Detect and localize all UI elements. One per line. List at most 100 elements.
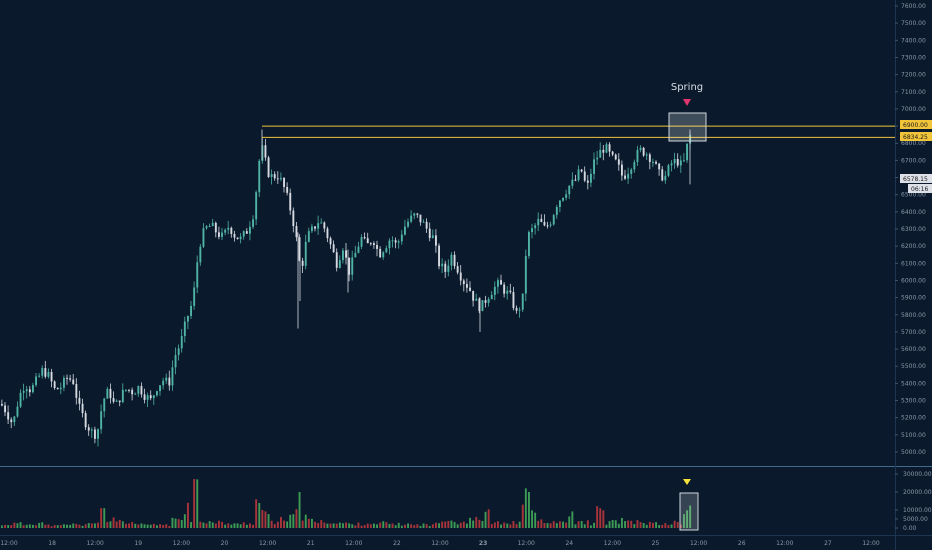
price-tick-label: 5700.00 — [901, 329, 926, 336]
volume-bar — [593, 522, 595, 528]
candle-body — [289, 192, 292, 211]
candle-body — [258, 160, 261, 193]
volume-bar — [503, 522, 506, 528]
candle-body — [422, 221, 425, 223]
volume-bar — [165, 524, 168, 528]
volume-bar — [59, 525, 62, 528]
price-tick-label: 7400.00 — [901, 37, 926, 44]
candle-body — [332, 244, 335, 253]
volume-bar — [376, 524, 378, 528]
volume-bar — [112, 517, 115, 528]
volume-bar — [38, 522, 41, 528]
candle-body — [323, 222, 326, 229]
volume-bar — [47, 524, 50, 528]
candle-body — [462, 280, 465, 285]
candle-body — [521, 293, 524, 310]
volume-bar — [292, 514, 295, 528]
time-tick-label: 21 — [307, 540, 315, 547]
volume-bar — [109, 521, 112, 528]
volume-bar — [555, 523, 558, 528]
volume-bar — [115, 521, 118, 528]
volume-bar — [252, 524, 254, 528]
volume-bar — [534, 512, 537, 528]
candle-body — [78, 397, 81, 404]
candle-body — [13, 416, 16, 423]
candle-body — [131, 389, 134, 395]
candle-body — [190, 305, 192, 316]
volume-bar — [335, 523, 338, 528]
volume-bar — [245, 524, 248, 528]
candle-body — [298, 237, 301, 261]
volume-bar — [549, 523, 552, 528]
time-tick-label: 12:00 — [776, 540, 793, 547]
candle-body — [571, 179, 574, 186]
volume-bar — [400, 525, 403, 528]
candle-body — [524, 255, 527, 294]
candle-body — [515, 308, 518, 311]
candle-body — [459, 272, 462, 281]
candle-body — [670, 163, 673, 166]
volume-bar — [670, 524, 673, 528]
price-tick-label: 7100.00 — [901, 89, 926, 96]
candle-body — [94, 429, 96, 439]
candle-body — [329, 238, 332, 245]
spring-marker-icon — [683, 99, 691, 106]
candle-body — [599, 149, 602, 158]
candle-body — [168, 377, 171, 386]
volume-bar — [683, 514, 685, 528]
volume-bar — [574, 524, 577, 528]
volume-bar — [10, 525, 13, 528]
candle-body — [562, 197, 564, 201]
volume-bar — [196, 479, 199, 528]
candle-body — [7, 412, 10, 420]
volume-bar — [661, 524, 664, 528]
volume-annotation — [679, 479, 699, 531]
candle-body — [394, 240, 397, 243]
candle-body — [658, 163, 661, 170]
candle-body — [369, 243, 372, 245]
volume-bar — [199, 521, 202, 528]
volume-bar — [354, 525, 357, 528]
volume-bar — [431, 524, 434, 528]
candle-body — [264, 145, 267, 158]
volume-bar — [193, 479, 196, 528]
candle-body — [472, 290, 475, 301]
volume-bar — [177, 519, 180, 528]
volume-bar — [317, 523, 320, 528]
candle-body — [267, 157, 270, 177]
volume-bar — [497, 521, 499, 528]
candle-body — [391, 240, 394, 242]
volume-bar — [342, 523, 344, 528]
volume-bar — [543, 523, 546, 528]
candle-body — [103, 398, 106, 412]
time-tick-label: 12:00 — [604, 540, 621, 547]
candle-body — [56, 387, 59, 390]
volume-bar — [289, 514, 292, 528]
volume-bar — [242, 522, 245, 528]
candle-body — [218, 232, 220, 237]
volume-bar — [19, 522, 22, 528]
volume-bar — [63, 524, 65, 528]
candle-body — [134, 393, 137, 395]
volume-bar — [605, 524, 608, 528]
volume-bar — [419, 525, 422, 528]
candle-body — [487, 299, 490, 303]
candle-body — [47, 371, 50, 377]
volume-bar — [453, 522, 456, 528]
volume-bar — [388, 523, 391, 528]
volume-bar — [41, 522, 44, 528]
volume-bar — [655, 522, 657, 528]
volume-bar — [118, 519, 121, 528]
candle-body — [317, 223, 320, 229]
volume-bar — [599, 508, 602, 528]
candle-body — [50, 371, 53, 382]
candle-body — [187, 315, 189, 322]
candle-body — [373, 243, 375, 245]
level-label-6900-text: 6900.00 — [903, 122, 928, 129]
volume-bar — [348, 523, 351, 528]
candle-body — [568, 185, 571, 195]
last-price-label: 6578.15 06:16 — [900, 174, 932, 193]
candle-body — [354, 252, 357, 258]
volume-bar — [676, 522, 679, 528]
candle-body — [400, 234, 403, 242]
